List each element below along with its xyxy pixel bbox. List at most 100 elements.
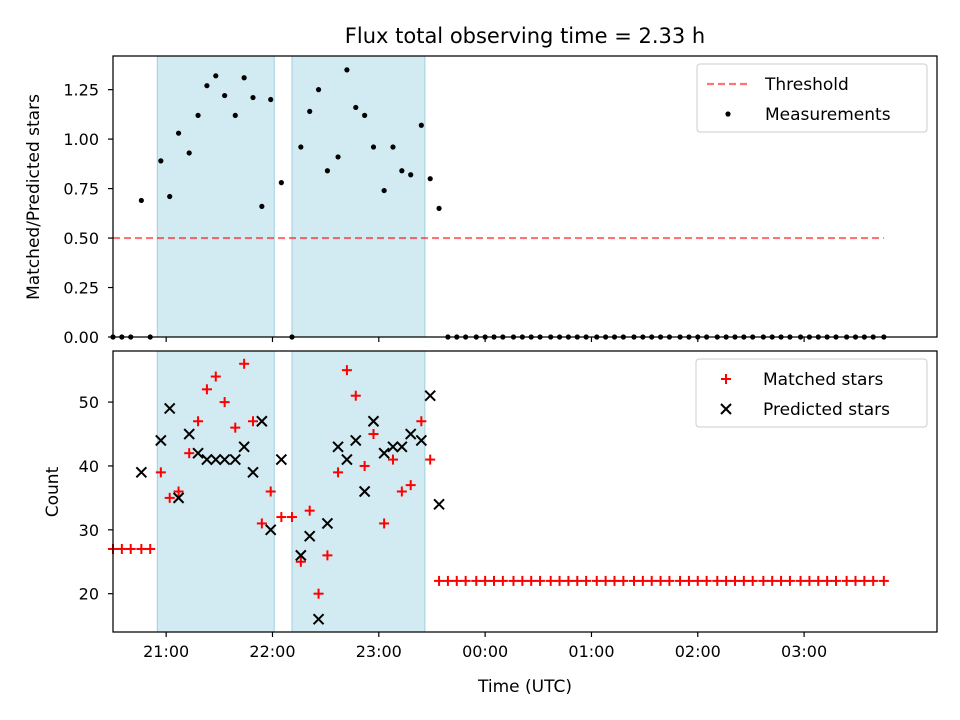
matched-star-point bbox=[830, 575, 841, 586]
measurement-point bbox=[250, 94, 256, 101]
count-axis-xlabel: Time (UTC) bbox=[477, 677, 572, 697]
predicted-star-point-b bbox=[256, 415, 268, 427]
matched-star-point bbox=[822, 575, 833, 586]
predicted-star-point-b bbox=[238, 441, 250, 453]
predicted-star-point-b bbox=[163, 402, 176, 415]
matched-star-point bbox=[333, 467, 344, 478]
measurement-point bbox=[390, 144, 396, 150]
matched-star-point bbox=[655, 575, 666, 586]
predicted-star-point-b bbox=[218, 453, 231, 466]
matched-star-point bbox=[767, 575, 778, 586]
predicted-star-point-b bbox=[424, 389, 436, 402]
predicted-star-point bbox=[218, 453, 231, 466]
y-tick-label: 40 bbox=[79, 457, 99, 476]
predicted-star-point bbox=[358, 485, 371, 498]
matched-star-point bbox=[434, 575, 445, 586]
predicted-star-point-b bbox=[201, 453, 213, 466]
y-tick-label: 1.25 bbox=[63, 81, 99, 100]
matched-star-point bbox=[164, 492, 175, 503]
predicted-star-point bbox=[387, 441, 399, 453]
predicted-star-point-b bbox=[183, 428, 195, 440]
legend-matched-glyph bbox=[721, 374, 731, 384]
measurement-point bbox=[167, 193, 173, 200]
matched-star-point bbox=[712, 575, 723, 586]
measurement-point bbox=[399, 168, 405, 174]
predicted-star-point bbox=[367, 415, 380, 427]
measurement-point bbox=[213, 73, 219, 79]
matched-star-point bbox=[637, 575, 648, 586]
legend-matched-label: Matched stars bbox=[763, 370, 883, 390]
x-tick-label: 22:00 bbox=[249, 642, 295, 661]
x-tick-label: 03:00 bbox=[781, 642, 827, 661]
chart-title: Flux total observing time = 2.33 h bbox=[345, 24, 705, 48]
matched-star-point bbox=[471, 575, 482, 586]
count-axes: 20 30 40 50 21:00 22:00 23:00 00:00 01:00 02:00 0… bbox=[43, 350, 938, 697]
predicted-star-point bbox=[312, 613, 325, 625]
matched-star-point bbox=[368, 429, 379, 440]
y-tick-label: 1.00 bbox=[63, 130, 99, 149]
observing-interval-band bbox=[291, 55, 426, 338]
measurement-point bbox=[370, 144, 377, 150]
x-tick-label: 23:00 bbox=[356, 642, 402, 661]
legend-predicted-glyph-b bbox=[720, 403, 732, 415]
matched-star-point bbox=[313, 588, 324, 599]
matched-star-point bbox=[591, 575, 602, 586]
measurement-point bbox=[418, 122, 424, 128]
predicted-star-point bbox=[247, 466, 259, 479]
predicted-star-point bbox=[396, 441, 408, 453]
matched-star-point bbox=[210, 371, 221, 382]
measurement-point bbox=[222, 92, 228, 99]
x-tick-label: 21:00 bbox=[143, 642, 189, 661]
predicted-star-point bbox=[265, 524, 277, 536]
matched-star-point bbox=[295, 556, 306, 567]
matched-star-point bbox=[451, 575, 462, 586]
matched-star-point bbox=[201, 384, 212, 395]
legend-predicted-marker bbox=[720, 403, 732, 415]
matched-star-point bbox=[173, 486, 184, 497]
matched-star-point bbox=[628, 575, 639, 586]
predicted-star-point bbox=[404, 428, 417, 440]
predicted-star-point-b bbox=[210, 453, 222, 466]
matched-star-point bbox=[442, 575, 453, 586]
ratio-axis-ylabel: Matched/Predicted stars bbox=[24, 94, 44, 300]
measurement-point bbox=[324, 168, 331, 174]
matched-star-point bbox=[738, 575, 749, 586]
y-tick-label: 0.25 bbox=[63, 279, 99, 298]
measurement-point bbox=[241, 75, 247, 81]
predicted-star-point bbox=[295, 549, 307, 562]
matched-star-point bbox=[136, 543, 147, 554]
predicted-star-point bbox=[332, 441, 344, 453]
x-tick-label: 00:00 bbox=[462, 642, 508, 661]
matched-star-point bbox=[425, 454, 436, 465]
legend-matched-marker bbox=[721, 374, 731, 384]
predicted-star-point bbox=[172, 492, 185, 504]
measurement-point bbox=[408, 172, 414, 178]
matched-star-point bbox=[795, 575, 806, 586]
predicted-star-point-b bbox=[387, 441, 399, 453]
count-axes-frame bbox=[112, 350, 938, 633]
matched-star-point bbox=[239, 358, 250, 369]
matched-star-point bbox=[497, 575, 508, 586]
matched-star-point bbox=[379, 518, 390, 529]
matched-star-point bbox=[396, 486, 407, 497]
matched-star-point bbox=[721, 575, 732, 586]
measurement-point bbox=[298, 144, 304, 150]
matched-star-point bbox=[125, 543, 136, 554]
predicted-star-point-b bbox=[172, 492, 185, 504]
predicted-star-point-b bbox=[367, 415, 380, 427]
measurement-point bbox=[307, 108, 313, 115]
matched-star-point bbox=[859, 575, 870, 586]
matched-star-point bbox=[460, 575, 471, 586]
measurement-point bbox=[259, 203, 265, 209]
predicted-star-point bbox=[163, 402, 176, 415]
predicted-star-point bbox=[238, 441, 250, 453]
matched-star-point bbox=[322, 550, 333, 561]
predicted-star-point-b bbox=[312, 613, 325, 625]
matched-star-point bbox=[480, 575, 491, 586]
predicted-star-point bbox=[201, 453, 213, 466]
measurement-point bbox=[158, 158, 164, 164]
legend-threshold-label: Threshold bbox=[764, 75, 849, 95]
predicted-star-point bbox=[378, 447, 390, 459]
matched-star-point bbox=[729, 575, 740, 586]
